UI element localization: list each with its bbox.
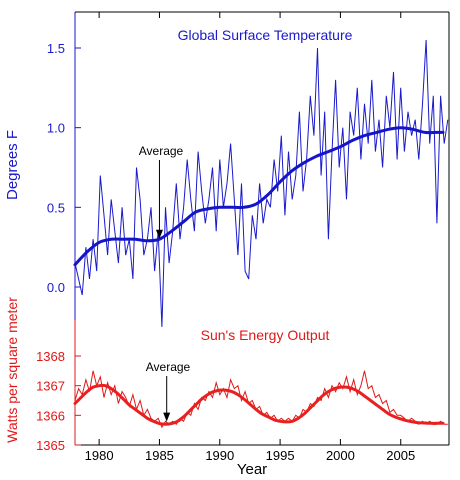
sun-annotation-label: Average	[146, 360, 191, 374]
temperature-ylabel: Degrees F	[4, 130, 21, 200]
sun-average-line	[73, 383, 445, 426]
sun-ytick-label: 1365	[36, 438, 65, 453]
xtick-label: 2000	[326, 448, 355, 463]
sun-annotation-arrowhead	[163, 412, 171, 422]
xtick-label: 2005	[386, 448, 415, 463]
temperature-annotation-label: Average	[139, 144, 184, 158]
xlabel: Year	[237, 461, 267, 478]
temperature-ytick-label: 0.5	[47, 200, 65, 215]
sun-ytick-label: 1367	[36, 379, 65, 394]
temperature-series	[73, 39, 449, 327]
sun-daily-line	[74, 370, 448, 429]
axes-frame	[74, 11, 450, 446]
sun-series	[73, 370, 448, 429]
temperature-average-line	[73, 126, 445, 267]
sun-ylabel: Watts per square meter	[4, 297, 20, 443]
xtick-label: 1985	[145, 448, 174, 463]
sun-annotation: Average	[146, 360, 191, 422]
temperature-ytick-label: 0.0	[47, 280, 65, 295]
temperature-annotation-arrowhead	[155, 229, 163, 239]
temperature-monthly-line	[74, 39, 449, 327]
temperature-ytick-label: 1.0	[47, 121, 65, 136]
xtick-label: 1990	[205, 448, 234, 463]
xtick-label: 1980	[85, 448, 114, 463]
sun-ytick-label: 1366	[36, 408, 65, 423]
temperature-annotation: Average	[139, 144, 184, 239]
temperature-ytick-label: 1.5	[47, 41, 65, 56]
sun-title: Sun's Energy Output	[201, 327, 330, 343]
xtick-label: 1995	[266, 448, 295, 463]
sun-ytick-label: 1368	[36, 349, 65, 364]
ticks: 0.0 0.5 1.0 1.5 1365 1366 1367 1368 1980 1985 1990…	[36, 12, 415, 463]
temperature-title: Global Surface Temperature	[178, 27, 353, 43]
